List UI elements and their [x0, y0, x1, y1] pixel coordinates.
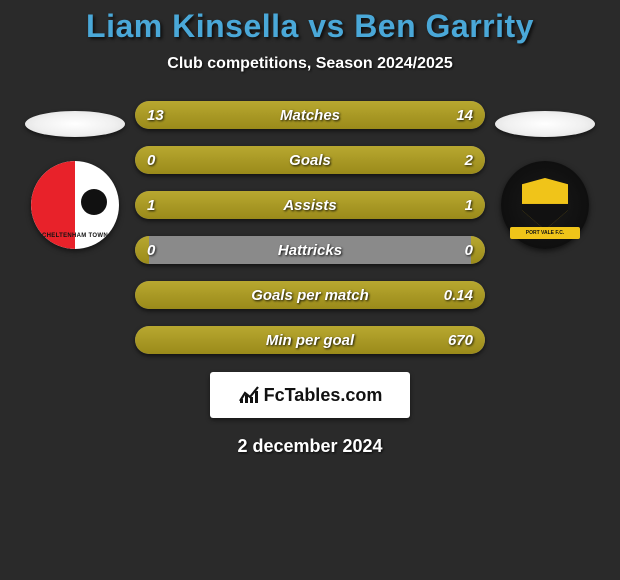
stat-row: 670Min per goal — [135, 326, 485, 354]
stat-row: 11Assists — [135, 191, 485, 219]
brand-text: FcTables.com — [264, 385, 383, 406]
left-club-badge: CHELTENHAM TOWN — [31, 161, 119, 249]
stat-label: Matches — [135, 101, 485, 129]
left-player-column: CHELTENHAM TOWN — [25, 101, 125, 249]
brand-bar: FcTables.com — [210, 372, 410, 418]
right-avatar-placeholder — [495, 111, 595, 137]
chart-icon — [238, 385, 260, 405]
stat-label: Assists — [135, 191, 485, 219]
stats-column: 1314Matches 02Goals 11Assists 00Hattricks 0.… — [135, 101, 485, 354]
stat-label: Goals per match — [135, 281, 485, 309]
stat-label: Hattricks — [135, 236, 485, 264]
content-row: CHELTENHAM TOWN 1314Matches 02Goals 11Assi… — [0, 101, 620, 354]
right-player-column: PORT VALE F.C. — [495, 101, 595, 249]
page-subtitle: Club competitions, Season 2024/2025 — [0, 55, 620, 73]
left-avatar-placeholder — [25, 111, 125, 137]
shield-icon — [522, 178, 568, 230]
stat-row: 02Goals — [135, 146, 485, 174]
stat-label: Goals — [135, 146, 485, 174]
stat-row: 00Hattricks — [135, 236, 485, 264]
comparison-card: Liam Kinsella vs Ben Garrity Club compet… — [0, 0, 620, 457]
ball-icon — [81, 189, 107, 215]
right-club-badge: PORT VALE F.C. — [501, 161, 589, 249]
stat-row: 1314Matches — [135, 101, 485, 129]
left-club-label: CHELTENHAM TOWN — [31, 233, 119, 239]
date-line: 2 december 2024 — [0, 436, 620, 457]
stat-row: 0.14Goals per match — [135, 281, 485, 309]
page-title: Liam Kinsella vs Ben Garrity — [0, 8, 620, 45]
stat-label: Min per goal — [135, 326, 485, 354]
right-club-label: PORT VALE F.C. — [510, 227, 580, 239]
